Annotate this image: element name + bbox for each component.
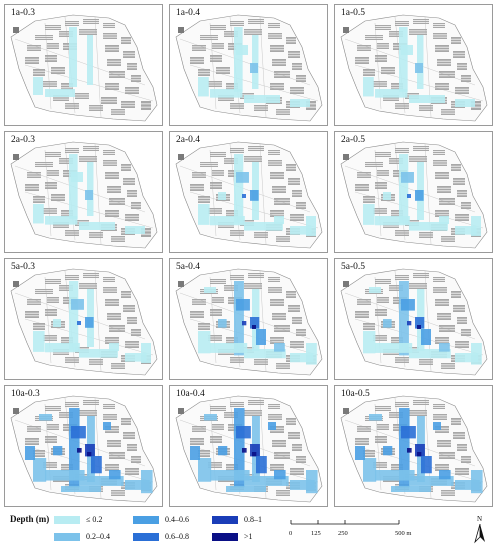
panel-label: 5a-0.5 <box>341 262 366 272</box>
inundation-layer <box>198 281 317 365</box>
legend-swatch <box>212 516 238 524</box>
inundation-layer <box>363 154 481 236</box>
north-arrow-icon <box>474 524 485 544</box>
flood-map <box>340 14 488 122</box>
flood-map <box>175 141 323 249</box>
flood-map <box>10 14 158 122</box>
building-blocks <box>190 19 316 115</box>
map-panel: 10a-0.4 <box>169 385 328 507</box>
map-panel: 5a-0.3 <box>4 258 163 380</box>
legend-title: Depth (m) <box>10 514 50 524</box>
legend-label: 0.6–0.8 <box>165 532 189 541</box>
landmark-block <box>343 408 349 414</box>
inundation-layer <box>25 408 153 494</box>
landmark-block <box>343 281 349 287</box>
map-panel: 10a-0.5 <box>334 385 493 507</box>
north-arrow: N <box>472 515 488 544</box>
panel-label: 10a-0.5 <box>341 389 370 399</box>
scale-bar-graphic <box>290 520 400 525</box>
inundation-layer <box>363 281 482 365</box>
scale-tick-label: 500 m <box>395 530 412 537</box>
landmark-block <box>13 27 19 33</box>
panel-label: 1a-0.5 <box>341 8 366 18</box>
legend-swatch <box>54 516 80 524</box>
panel-label: 2a-0.4 <box>176 135 201 145</box>
flood-map <box>175 268 323 376</box>
flood-map <box>10 395 158 503</box>
map-panel: 1a-0.5 <box>334 4 493 126</box>
scale-tick-label: 0 <box>289 530 293 537</box>
landmark-block <box>178 408 184 414</box>
inundation-layer <box>198 154 316 236</box>
map-panel: 5a-0.5 <box>334 258 493 380</box>
map-panel: 5a-0.4 <box>169 258 328 380</box>
flood-map <box>340 268 488 376</box>
inundation-layer <box>355 408 483 494</box>
panel-label: 10a-0.4 <box>176 389 205 399</box>
panel-label: 5a-0.3 <box>11 262 36 272</box>
landmark-block <box>178 27 184 33</box>
landmark-block <box>178 281 184 287</box>
inundation-layer <box>363 27 475 107</box>
building-blocks <box>355 19 481 115</box>
scale-tick-label: 125 <box>311 530 321 537</box>
legend-swatch <box>133 516 159 524</box>
scale-tick-label: 250 <box>338 530 348 537</box>
panel-label: 1a-0.4 <box>176 8 201 18</box>
legend-label: 0.8–1 <box>244 515 262 524</box>
north-label: N <box>477 515 483 523</box>
flood-map <box>10 268 158 376</box>
landmark-block <box>343 27 349 33</box>
legend-label: 0.2–0.4 <box>86 532 110 541</box>
map-panel: 2a-0.3 <box>4 131 163 253</box>
map-legend: Depth (m) ≤ 0.2 0.2–0.4 0.4–0.6 0.6–0.8 … <box>0 512 497 550</box>
inundation-layer <box>33 281 151 363</box>
landmark-block <box>13 281 19 287</box>
landmark-block <box>13 408 19 414</box>
inundation-layer <box>33 154 145 234</box>
building-blocks <box>25 19 151 115</box>
legend-label: ≤ 0.2 <box>86 515 103 524</box>
map-panel: 1a-0.4 <box>169 4 328 126</box>
landmark-block <box>343 154 349 160</box>
map-panel-grid: 1a-0.3 1a-0.4 1a-0.5 2a-0.3 2a-0.4 2a-0.… <box>4 4 493 508</box>
map-panel: 10a-0.3 <box>4 385 163 507</box>
flood-map <box>340 395 488 503</box>
map-panel: 2a-0.4 <box>169 131 328 253</box>
scale-bar: 0 125 250 500 m <box>287 516 417 542</box>
panel-label: 2a-0.3 <box>11 135 36 145</box>
flood-map <box>175 14 323 122</box>
legend-label: >1 <box>244 532 253 541</box>
legend-swatch <box>133 533 159 541</box>
flood-map <box>175 395 323 503</box>
inundation-layer <box>33 27 93 97</box>
map-panel: 2a-0.5 <box>334 131 493 253</box>
legend-swatch <box>212 533 238 541</box>
panel-label: 10a-0.3 <box>11 389 40 399</box>
panel-label: 1a-0.3 <box>11 8 36 18</box>
map-panel: 1a-0.3 <box>4 4 163 126</box>
study-area-boundary <box>10 14 158 122</box>
inundation-layer <box>190 408 318 494</box>
panel-label: 2a-0.5 <box>341 135 366 145</box>
flood-map <box>340 141 488 249</box>
landmark-block <box>178 154 184 160</box>
landmark-block <box>13 154 19 160</box>
inundation-layer <box>198 27 310 107</box>
panel-label: 5a-0.4 <box>176 262 201 272</box>
flood-map <box>10 141 158 249</box>
legend-label: 0.4–0.6 <box>165 515 189 524</box>
legend-swatch <box>54 533 80 541</box>
